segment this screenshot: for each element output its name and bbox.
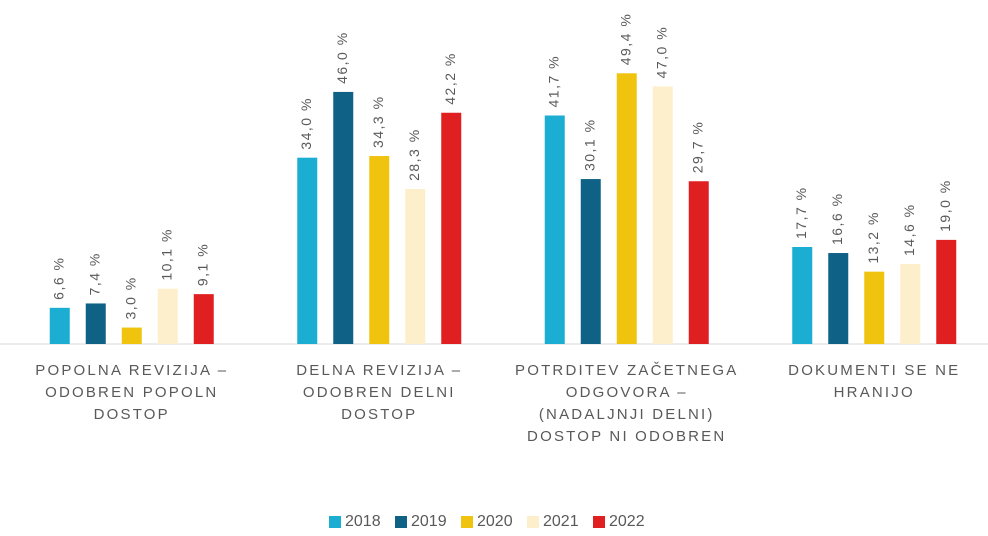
data-label: 17,7 % <box>793 186 809 239</box>
legend-label: 2021 <box>543 513 579 530</box>
data-label: 46,0 % <box>334 31 350 84</box>
bar <box>369 156 390 344</box>
legend-label: 2018 <box>345 513 381 530</box>
legend-swatch <box>527 516 539 528</box>
data-label: 14,6 % <box>901 203 917 256</box>
bar <box>936 239 957 344</box>
bar <box>616 73 637 345</box>
legend-swatch <box>461 516 473 528</box>
legend-swatch <box>593 516 605 528</box>
data-label: 9,1 % <box>194 243 210 286</box>
data-label: 7,4 % <box>86 252 102 295</box>
bar <box>193 294 214 344</box>
data-label: 13,2 % <box>865 211 881 264</box>
x-tick-label: POTRDITEV ZAČETNEGA ODGOVORA – (NADALJNJ… <box>515 362 739 445</box>
data-label: 3,0 % <box>122 276 138 319</box>
bar <box>405 188 426 344</box>
bar <box>652 86 673 344</box>
bar <box>297 157 318 344</box>
legend-swatch <box>329 516 341 528</box>
data-label: 16,6 % <box>829 192 845 245</box>
bar <box>157 288 178 344</box>
legend-label: 2019 <box>411 513 447 530</box>
legend-swatch <box>395 516 407 528</box>
data-label: 47,0 % <box>653 26 669 79</box>
bar <box>121 327 142 344</box>
x-tick-label: DELNA REVIZIJA – ODOBREN DELNI DOSTOP <box>296 362 463 423</box>
x-tick-label: DOKUMENTI SE NE HRANIJO <box>788 362 961 401</box>
data-label: 49,4 % <box>617 13 633 66</box>
data-label: 19,0 % <box>937 179 953 232</box>
bar <box>900 263 921 344</box>
bar <box>828 253 849 344</box>
bar <box>85 303 106 344</box>
legend-label: 2020 <box>477 513 513 530</box>
bar <box>688 181 709 344</box>
x-tick-label: POPOLNA REVIZIJA – ODOBREN POPOLN DOSTOP <box>35 362 229 423</box>
legend-label: 2022 <box>609 513 645 530</box>
bar <box>49 307 70 344</box>
bar <box>333 91 354 344</box>
data-label: 34,3 % <box>370 95 386 148</box>
bar <box>792 247 813 344</box>
data-label: 29,7 % <box>689 121 705 174</box>
bar <box>544 115 565 344</box>
data-label: 28,3 % <box>406 128 422 181</box>
data-label: 6,6 % <box>50 257 66 300</box>
bar <box>580 179 601 344</box>
bar <box>864 271 885 344</box>
data-label: 41,7 % <box>545 55 561 108</box>
data-label: 42,2 % <box>442 52 458 105</box>
data-label: 30,1 % <box>581 118 597 171</box>
data-label: 10,1 % <box>158 228 174 281</box>
data-label: 34,0 % <box>298 97 314 150</box>
bar <box>441 112 462 344</box>
